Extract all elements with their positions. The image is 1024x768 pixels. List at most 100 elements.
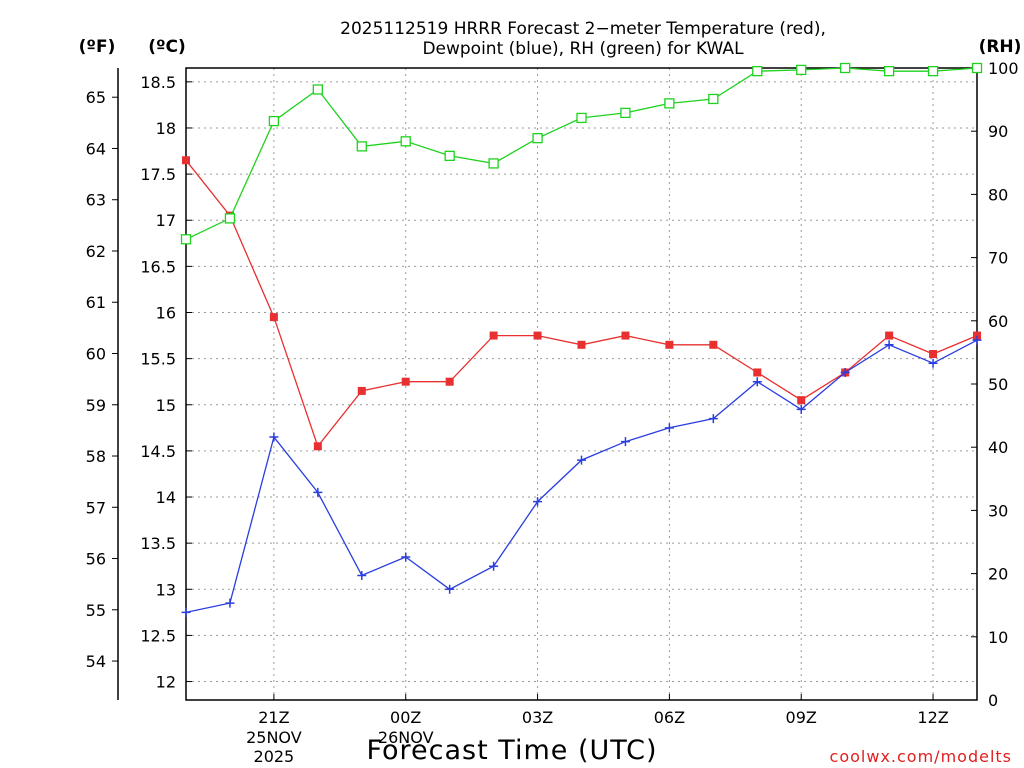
- temperature-point: [621, 331, 630, 340]
- rh-point: [664, 98, 675, 109]
- fahrenheit-tick-label: 64: [86, 139, 106, 158]
- temperature-line: [185, 159, 978, 448]
- celsius-tick-label: 16: [156, 303, 176, 322]
- dewpoint-point: [928, 358, 938, 368]
- rh-axis-label: (RH): [979, 37, 1022, 57]
- temperature-point: [753, 368, 762, 377]
- rh-point: [971, 62, 983, 74]
- dewpoint-point: [708, 414, 718, 424]
- celsius-tick-label: 13: [156, 580, 176, 599]
- fahrenheit-tick-label: 54: [86, 652, 106, 671]
- celsius-tick-label: 15.5: [140, 350, 176, 369]
- celsius-tick-label: 18: [156, 119, 176, 138]
- grid-lines: [186, 68, 977, 700]
- dewpoint-point: [269, 432, 279, 442]
- dewpoint-point: [313, 487, 323, 497]
- time-tick-label: 21Z: [258, 708, 289, 727]
- celsius-tick-label: 12: [156, 673, 176, 692]
- fahrenheit-tick-label: 57: [86, 498, 106, 517]
- rh-tick-label: 50: [988, 375, 1008, 394]
- rh-tick-label: 10: [988, 628, 1008, 647]
- dewpoint-point: [533, 497, 543, 507]
- axes: 12 12.5 13 13.5 14 14.5 15 15.5 16 16.5 17 17.5 18 18…: [86, 59, 1019, 766]
- celsius-tick-label: 18.5: [140, 73, 176, 92]
- temperature-point: [665, 340, 674, 349]
- rh-tick-label: 70: [988, 249, 1008, 268]
- temperature-point: [709, 340, 718, 349]
- rh-point: [708, 93, 719, 105]
- dewpoint-point: [840, 367, 850, 377]
- chart-title-line2: Dewpoint (blue), RH (green) for KWAL: [422, 39, 744, 59]
- dewpoint-point: [972, 335, 982, 345]
- temperature-point: [182, 156, 190, 165]
- time-tick-label: 09Z: [786, 708, 817, 727]
- temperature-point: [973, 331, 981, 340]
- temperature-point: [929, 350, 938, 359]
- dewpoint-point: [445, 584, 455, 594]
- rh-point: [840, 62, 851, 74]
- temperature-point: [797, 396, 806, 405]
- rh-point: [312, 84, 323, 95]
- rh-point: [488, 158, 499, 169]
- temperature-point: [445, 377, 454, 386]
- temperature-point: [533, 331, 542, 340]
- chart-title-line1: 2025112519 HRRR Forecast 2−meter Tempera…: [340, 19, 826, 39]
- rh-line: [185, 67, 978, 240]
- celsius-tick-label: 16.5: [140, 257, 176, 276]
- rh-point: [620, 107, 631, 119]
- fahrenheit-axis-label: (ºF): [79, 37, 116, 57]
- dewpoint-point: [357, 570, 367, 580]
- date-label: 25NOV: [246, 728, 302, 747]
- rh-point: [268, 115, 280, 127]
- fahrenheit-tick-label: 58: [86, 447, 106, 466]
- dewpoint-point: [752, 377, 762, 387]
- rh-tick-label: 20: [988, 565, 1008, 584]
- dewpoint-point: [577, 455, 586, 465]
- dewpoint-point: [884, 340, 894, 350]
- rh-point: [444, 150, 455, 161]
- dewpoint-point: [664, 423, 674, 433]
- dewpoint-point: [796, 404, 806, 414]
- fahrenheit-tick-label: 59: [86, 396, 106, 415]
- celsius-axis-label: (ºC): [148, 37, 186, 57]
- temperature-point: [357, 386, 366, 395]
- temperature-point: [489, 331, 498, 340]
- dewpoint-point: [225, 598, 235, 608]
- credit-text[interactable]: coolwx.com/modelts: [830, 747, 1012, 766]
- rh-point: [224, 213, 236, 224]
- time-tick-label: 03Z: [522, 708, 553, 727]
- rh-tick-label: 80: [988, 185, 1008, 204]
- celsius-tick-label: 17.5: [140, 165, 176, 184]
- rh-point: [180, 234, 192, 245]
- data-series: [180, 62, 983, 617]
- celsius-tick-label: 14: [156, 488, 176, 507]
- year-label: 2025: [254, 747, 295, 766]
- dewpoint-point: [620, 437, 630, 447]
- dewpoint-point: [401, 552, 411, 562]
- rh-tick-label: 100: [988, 59, 1019, 78]
- date-label: 26NOV: [378, 728, 434, 747]
- fahrenheit-tick-label: 61: [86, 293, 106, 312]
- rh-point: [752, 66, 763, 77]
- temperature-point: [313, 442, 322, 451]
- time-tick-label: 06Z: [654, 708, 685, 727]
- rh-tick-label: 30: [988, 501, 1008, 520]
- dewpoint-line: [185, 339, 978, 614]
- rh-point: [532, 133, 543, 144]
- rh-tick-label: 0: [988, 691, 998, 710]
- rh-point: [883, 66, 895, 77]
- fahrenheit-tick-label: 56: [86, 550, 106, 569]
- celsius-tick-label: 17: [156, 211, 176, 230]
- fahrenheit-tick-label: 55: [86, 601, 106, 620]
- rh-point: [356, 141, 367, 152]
- dewpoint-point: [489, 561, 499, 571]
- plot-frame: [185, 67, 978, 701]
- fahrenheit-tick-label: 65: [86, 88, 106, 107]
- fahrenheit-tick-label: 60: [86, 345, 106, 364]
- time-tick-label: 00Z: [390, 708, 421, 727]
- rh-point: [400, 136, 411, 147]
- rh-tick-label: 90: [988, 122, 1008, 141]
- temperature-point: [885, 331, 894, 340]
- dewpoint-point: [181, 607, 191, 617]
